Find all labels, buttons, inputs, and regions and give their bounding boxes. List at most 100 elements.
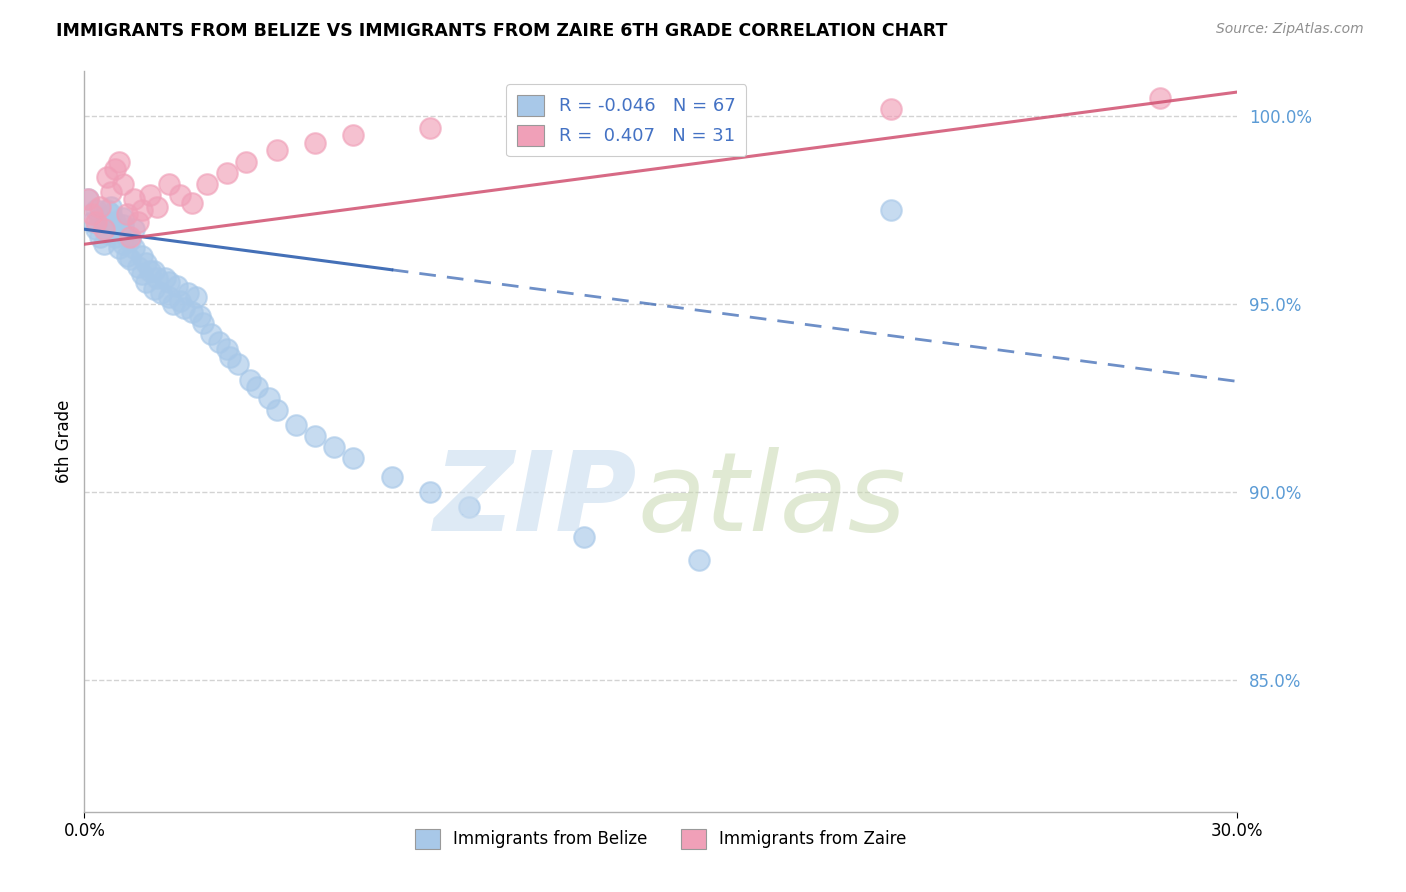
- Point: [142, 282, 165, 296]
- Point: [138, 188, 160, 202]
- Point: [77, 192, 100, 206]
- Point: [108, 222, 131, 236]
- Point: [169, 188, 191, 202]
- Point: [419, 485, 441, 500]
- Point: [111, 237, 134, 252]
- Point: [173, 301, 195, 315]
- Point: [104, 229, 127, 244]
- Point: [880, 203, 903, 218]
- Point: [688, 113, 710, 128]
- Point: [1149, 90, 1171, 104]
- Point: [100, 200, 122, 214]
- Point: [219, 350, 242, 364]
- Point: [169, 293, 191, 308]
- Point: [215, 343, 238, 357]
- Point: [111, 177, 134, 191]
- Point: [135, 256, 157, 270]
- Point: [108, 241, 131, 255]
- Point: [157, 275, 180, 289]
- Point: [880, 102, 903, 116]
- Point: [146, 200, 169, 214]
- Point: [96, 203, 118, 218]
- Point: [77, 192, 100, 206]
- Point: [120, 229, 142, 244]
- Point: [104, 162, 127, 177]
- Point: [419, 120, 441, 135]
- Point: [572, 530, 595, 544]
- Point: [124, 241, 146, 255]
- Point: [246, 380, 269, 394]
- Point: [124, 222, 146, 236]
- Point: [84, 215, 107, 229]
- Point: [84, 222, 107, 236]
- Point: [115, 207, 138, 221]
- Point: [157, 177, 180, 191]
- Point: [131, 248, 153, 262]
- Point: [89, 211, 111, 225]
- Point: [138, 263, 160, 277]
- Point: [226, 358, 249, 372]
- Point: [100, 207, 122, 221]
- Point: [120, 252, 142, 267]
- Point: [188, 309, 211, 323]
- Point: [323, 440, 346, 454]
- Point: [688, 553, 710, 567]
- Point: [89, 200, 111, 214]
- Text: IMMIGRANTS FROM BELIZE VS IMMIGRANTS FROM ZAIRE 6TH GRADE CORRELATION CHART: IMMIGRANTS FROM BELIZE VS IMMIGRANTS FRO…: [56, 22, 948, 40]
- Point: [120, 234, 142, 248]
- Point: [181, 305, 204, 319]
- Point: [80, 215, 103, 229]
- Point: [150, 286, 173, 301]
- Point: [184, 290, 207, 304]
- Point: [127, 215, 149, 229]
- Point: [115, 248, 138, 262]
- Point: [534, 124, 557, 138]
- Point: [157, 290, 180, 304]
- Point: [266, 402, 288, 417]
- Point: [93, 219, 115, 233]
- Point: [284, 417, 307, 432]
- Point: [93, 222, 115, 236]
- Point: [96, 226, 118, 240]
- Point: [235, 154, 257, 169]
- Point: [181, 195, 204, 210]
- Point: [84, 203, 107, 218]
- Text: Source: ZipAtlas.com: Source: ZipAtlas.com: [1216, 22, 1364, 37]
- Point: [100, 185, 122, 199]
- Point: [195, 177, 218, 191]
- Point: [266, 143, 288, 157]
- Point: [124, 192, 146, 206]
- Y-axis label: 6th Grade: 6th Grade: [55, 400, 73, 483]
- Point: [80, 207, 103, 221]
- Legend: Immigrants from Belize, Immigrants from Zaire: Immigrants from Belize, Immigrants from …: [408, 822, 914, 855]
- Point: [115, 229, 138, 244]
- Point: [111, 219, 134, 233]
- Point: [135, 275, 157, 289]
- Point: [166, 278, 188, 293]
- Point: [381, 470, 404, 484]
- Point: [239, 372, 262, 386]
- Point: [89, 229, 111, 244]
- Point: [127, 260, 149, 274]
- Text: atlas: atlas: [638, 447, 907, 554]
- Point: [146, 271, 169, 285]
- Point: [108, 154, 131, 169]
- Point: [177, 286, 200, 301]
- Point: [193, 316, 215, 330]
- Point: [342, 128, 364, 143]
- Point: [200, 327, 222, 342]
- Point: [304, 429, 326, 443]
- Text: ZIP: ZIP: [434, 447, 638, 554]
- Point: [131, 268, 153, 282]
- Point: [104, 215, 127, 229]
- Point: [96, 169, 118, 184]
- Point: [342, 451, 364, 466]
- Point: [131, 203, 153, 218]
- Point: [208, 334, 231, 349]
- Point: [257, 392, 280, 406]
- Point: [93, 237, 115, 252]
- Point: [162, 297, 184, 311]
- Point: [100, 222, 122, 236]
- Point: [304, 136, 326, 150]
- Point: [142, 263, 165, 277]
